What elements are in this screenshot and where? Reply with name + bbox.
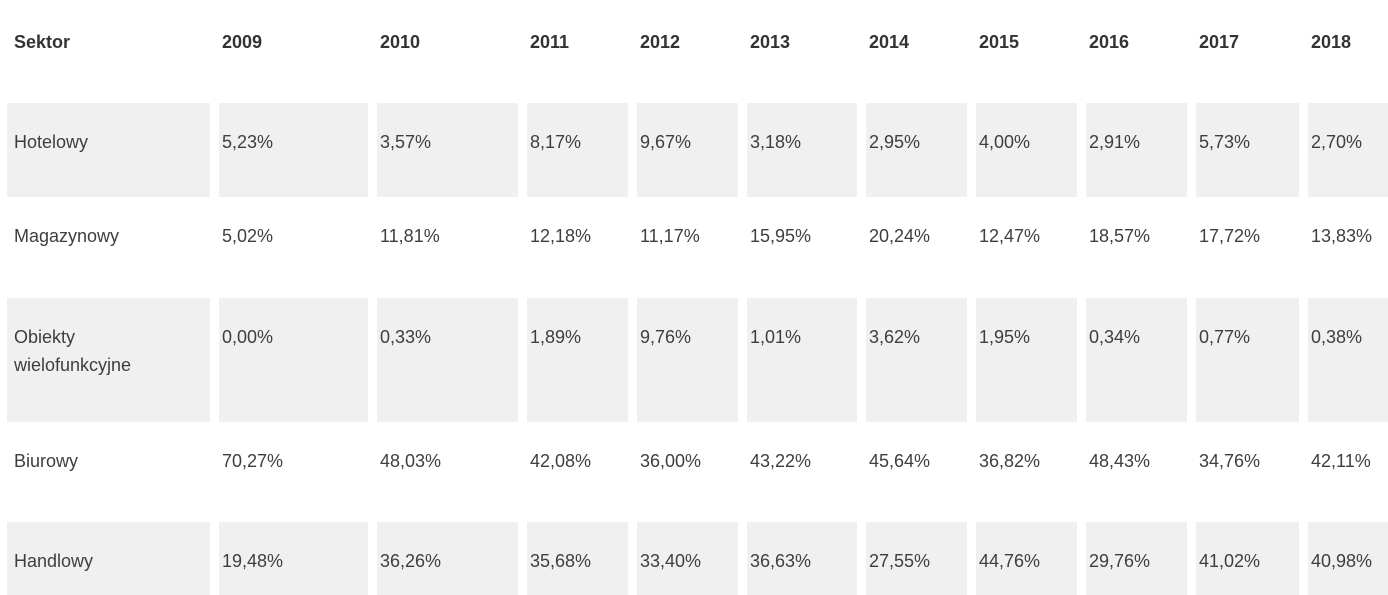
column-header-2013: 2013 [738,0,857,103]
cell: 35,68% [518,522,628,595]
cell: 3,18% [738,103,857,197]
cell: 20,24% [857,197,967,298]
table-body: Hotelowy 5,23% 3,57% 8,17% 9,67% 3,18% 2… [0,103,1388,595]
table-header: Sektor 2009 2010 2011 2012 2013 2014 201… [0,0,1388,103]
cell: 42,11% [1299,422,1388,522]
cell: 12,18% [518,197,628,298]
row-label: Obiekty wielofunkcyjne [0,298,210,422]
cell: 0,34% [1077,298,1187,422]
row-label: Magazynowy [0,197,210,298]
cell: 44,76% [967,522,1077,595]
column-header-2014: 2014 [857,0,967,103]
row-label: Hotelowy [0,103,210,197]
column-header-2017: 2017 [1187,0,1299,103]
row-label: Biurowy [0,422,210,522]
column-header-2010: 2010 [368,0,518,103]
cell: 27,55% [857,522,967,595]
cell: 3,57% [368,103,518,197]
cell: 0,38% [1299,298,1388,422]
row-label: Handlowy [0,522,210,595]
cell: 18,57% [1077,197,1187,298]
cell: 0,00% [210,298,368,422]
header-row: Sektor 2009 2010 2011 2012 2013 2014 201… [0,0,1388,103]
cell: 41,02% [1187,522,1299,595]
cell: 48,43% [1077,422,1187,522]
cell: 2,95% [857,103,967,197]
cell: 5,02% [210,197,368,298]
cell: 11,17% [628,197,738,298]
cell: 45,64% [857,422,967,522]
table-row-hotelowy: Hotelowy 5,23% 3,57% 8,17% 9,67% 3,18% 2… [0,103,1388,197]
cell: 1,01% [738,298,857,422]
cell: 15,95% [738,197,857,298]
cell: 4,00% [967,103,1077,197]
table-row-handlowy: Handlowy 19,48% 36,26% 35,68% 33,40% 36,… [0,522,1388,595]
cell: 0,33% [368,298,518,422]
cell: 36,82% [967,422,1077,522]
cell: 36,63% [738,522,857,595]
cell: 8,17% [518,103,628,197]
cell: 5,73% [1187,103,1299,197]
column-header-2009: 2009 [210,0,368,103]
cell: 36,26% [368,522,518,595]
table-row-biurowy: Biurowy 70,27% 48,03% 42,08% 36,00% 43,2… [0,422,1388,522]
column-header-sektor: Sektor [0,0,210,103]
cell: 2,91% [1077,103,1187,197]
cell: 2,70% [1299,103,1388,197]
cell: 9,67% [628,103,738,197]
cell: 9,76% [628,298,738,422]
cell: 12,47% [967,197,1077,298]
column-header-2015: 2015 [967,0,1077,103]
cell: 29,76% [1077,522,1187,595]
cell: 13,83% [1299,197,1388,298]
column-header-2011: 2011 [518,0,628,103]
table-row-obiekty-wielofunkcyjne: Obiekty wielofunkcyjne 0,00% 0,33% 1,89%… [0,298,1388,422]
cell: 43,22% [738,422,857,522]
cell: 48,03% [368,422,518,522]
cell: 3,62% [857,298,967,422]
cell: 5,23% [210,103,368,197]
cell: 42,08% [518,422,628,522]
column-header-2012: 2012 [628,0,738,103]
cell: 40,98% [1299,522,1388,595]
cell: 17,72% [1187,197,1299,298]
cell: 36,00% [628,422,738,522]
column-header-2018: 2018 [1299,0,1388,103]
cell: 19,48% [210,522,368,595]
cell: 34,76% [1187,422,1299,522]
cell: 70,27% [210,422,368,522]
cell: 33,40% [628,522,738,595]
table-row-magazynowy: Magazynowy 5,02% 11,81% 12,18% 11,17% 15… [0,197,1388,298]
cell: 0,77% [1187,298,1299,422]
column-header-2016: 2016 [1077,0,1187,103]
cell: 1,89% [518,298,628,422]
cell: 11,81% [368,197,518,298]
cell: 1,95% [967,298,1077,422]
